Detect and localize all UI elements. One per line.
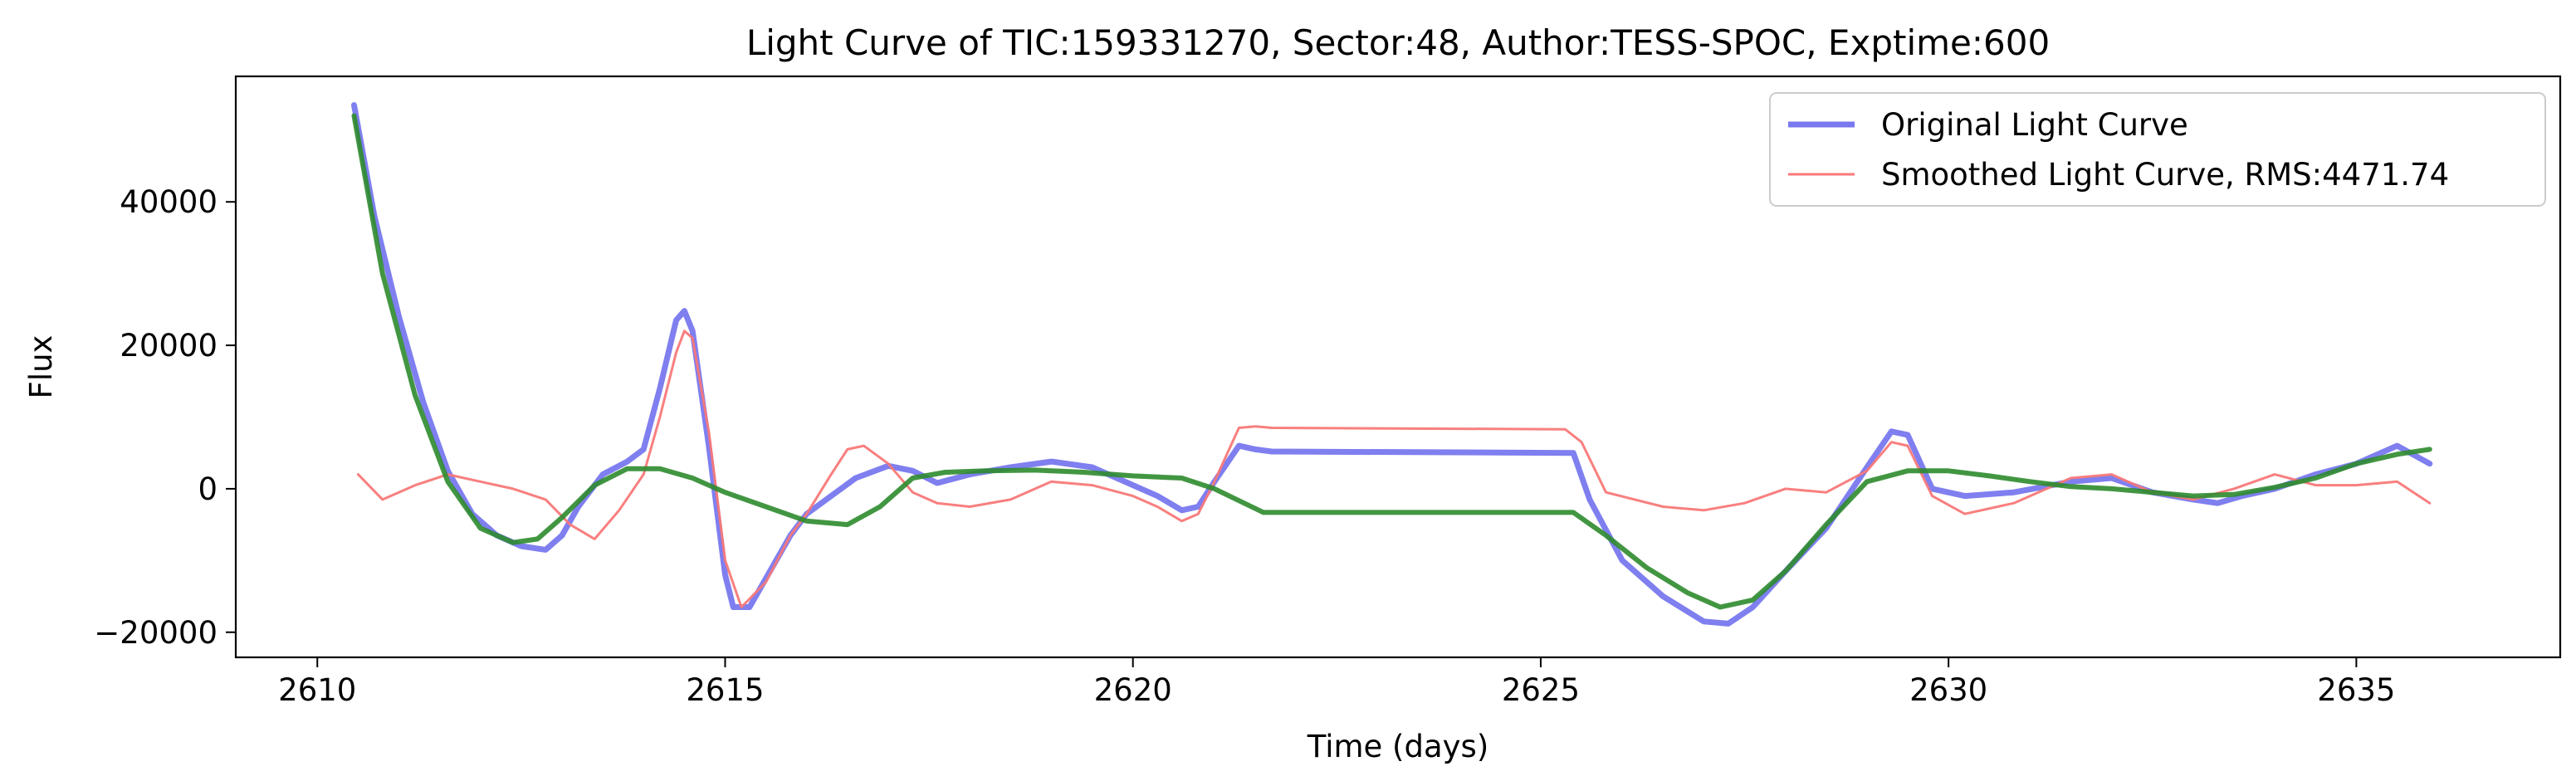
x-tick-label: 2630 [1909, 672, 1987, 708]
plot-frame [234, 75, 2562, 659]
x-axis-label: Time (days) [1307, 729, 1489, 764]
y-tick-label: 0 [198, 471, 218, 507]
x-tick-label: 2620 [1094, 672, 1172, 708]
y-axis-label: Flux [23, 335, 59, 399]
x-tick-label: 2635 [2317, 672, 2395, 708]
y-tick-label: 20000 [120, 328, 218, 364]
series-line-2 [356, 329, 2432, 608]
chart-title: Light Curve of TIC:159331270, Sector:48,… [746, 22, 2050, 63]
y-tick-label: −20000 [94, 615, 218, 651]
legend: Original Light Curve Smoothed Light Curve… [1769, 92, 2546, 207]
legend-label: Original Light Curve [1881, 107, 2188, 143]
y-tick-label: 40000 [120, 184, 218, 220]
legend-label: Smoothed Light Curve, RMS:4471.74 [1881, 157, 2449, 193]
series-line-3 [351, 113, 2432, 610]
x-tick-label: 2615 [686, 672, 764, 708]
legend-frame [1769, 92, 2546, 207]
x-tick-label: 2625 [1502, 672, 1580, 708]
x-tick-label: 2610 [278, 672, 356, 708]
